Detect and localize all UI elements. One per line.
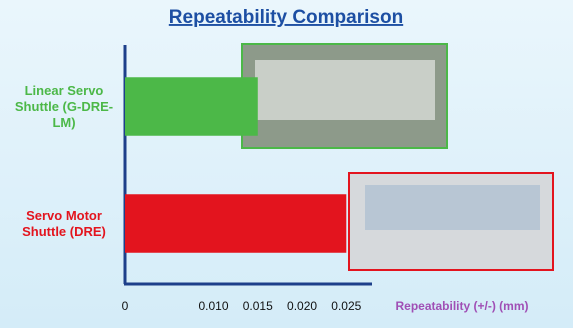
bar bbox=[125, 194, 346, 253]
x-axis-title: Repeatability (+/-) (mm) bbox=[395, 299, 528, 313]
chart-title: Repeatability Comparison bbox=[169, 7, 403, 28]
x-tick-label: 0.015 bbox=[243, 299, 273, 313]
x-tick-label: 0.025 bbox=[331, 299, 361, 313]
x-tick-label: 0 bbox=[122, 299, 129, 313]
category-label: Linear Servo Shuttle (G-DRE-LM) bbox=[8, 83, 120, 131]
photo-detail bbox=[365, 185, 540, 230]
bar bbox=[125, 77, 258, 136]
photo-detail bbox=[255, 60, 435, 120]
category-label: Servo Motor Shuttle (DRE) bbox=[8, 208, 120, 240]
chart-svg: Repeatability Comparison Repeatability (… bbox=[0, 0, 573, 328]
x-tick-label: 0.020 bbox=[287, 299, 317, 313]
x-tick-label: 0.010 bbox=[199, 299, 229, 313]
chart: Repeatability Comparison Repeatability (… bbox=[0, 0, 573, 328]
